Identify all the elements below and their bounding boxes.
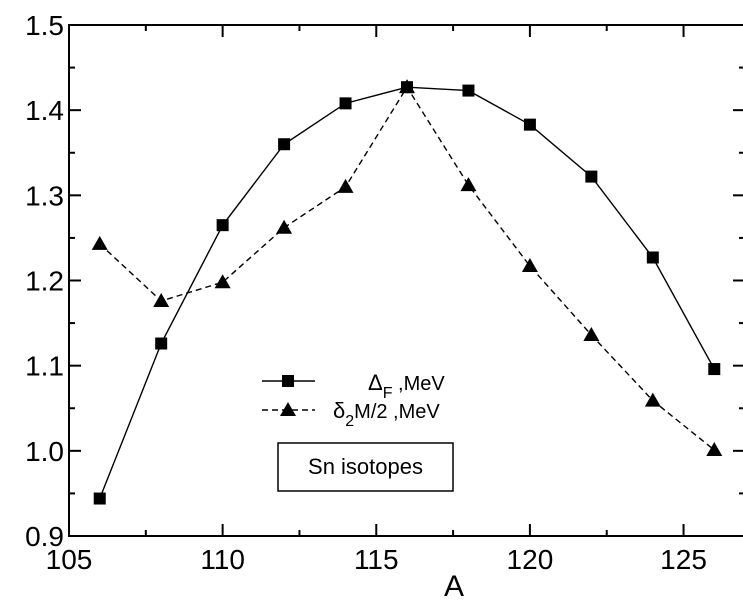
y-tick-label: 1.0 — [25, 436, 64, 467]
series-2-point — [706, 441, 723, 456]
x-tick-label: 110 — [200, 544, 245, 575]
lines-layer — [99, 85, 715, 499]
legend-label-series-2-suffix: M/2 ,MeV — [354, 401, 440, 423]
legend-label-series-2-main: δ — [333, 398, 345, 423]
series-2-point — [644, 392, 661, 407]
x-tick-label: 105 — [46, 544, 93, 575]
y-tick-label: 1.2 — [25, 266, 64, 297]
series-1-point — [93, 492, 106, 505]
y-tick-label: 1.1 — [25, 351, 64, 382]
series-2-point — [153, 292, 170, 307]
series-1-point — [339, 97, 352, 110]
series-1-point — [585, 170, 598, 183]
x-tick-label: 120 — [507, 544, 554, 575]
series-1-point — [155, 337, 168, 350]
series-1-point — [646, 251, 659, 264]
annotation-text: Sn isotopes — [308, 454, 423, 479]
legend-label-series-1: ΔF ,MeV — [368, 370, 445, 402]
series-2-point — [460, 177, 477, 192]
legend-label-series-1-sub: F — [383, 385, 393, 402]
series-2-line — [99, 85, 715, 451]
legend-label-series-2: δ2M/2 ,MeV — [333, 398, 440, 430]
x-tick-label: 125 — [660, 544, 707, 575]
legend-label-series-1-main: Δ — [368, 370, 383, 395]
x-axis-label: A — [444, 570, 464, 600]
y-tick-label: 1.4 — [25, 95, 64, 126]
y-tick-label: 0.9 — [25, 521, 64, 552]
series-1-point — [216, 219, 229, 232]
series-1-point — [462, 84, 475, 97]
legend-label-series-1-suffix: ,MeV — [392, 373, 445, 395]
legend-marker-triangle — [280, 402, 296, 416]
legend-sample-square — [262, 375, 315, 387]
legend-marker-square — [282, 375, 294, 387]
y-tick-label: 1.5 — [25, 10, 64, 41]
series-2-point — [521, 258, 538, 273]
annotation-box: Sn isotopes — [277, 442, 454, 492]
series-2-point — [276, 219, 293, 234]
series-1-point — [278, 138, 291, 151]
series-2-point — [91, 235, 108, 250]
annotation-box-frame — [277, 442, 454, 492]
ticks-layer: 0.9 1.0 1.1 1.2 1.3 1.4 1.5 105 110 115 120 125 — [25, 10, 743, 575]
x-tick-label: 115 — [354, 544, 399, 575]
legend-sample-triangle — [262, 402, 315, 416]
series-2-point — [583, 327, 600, 342]
series-2-point — [337, 178, 354, 193]
series-1-point — [708, 363, 721, 376]
series-1-line — [99, 86, 715, 499]
y-tick-label: 1.3 — [25, 180, 64, 211]
series-2-point — [214, 274, 231, 289]
series-2-point — [399, 79, 415, 94]
legend: ΔF ,MeV δ2M/2 ,MeV — [262, 370, 445, 430]
markers-layer — [91, 79, 723, 505]
legend-label-series-2-sub: 2 — [345, 413, 354, 430]
series-1-point — [523, 118, 536, 131]
